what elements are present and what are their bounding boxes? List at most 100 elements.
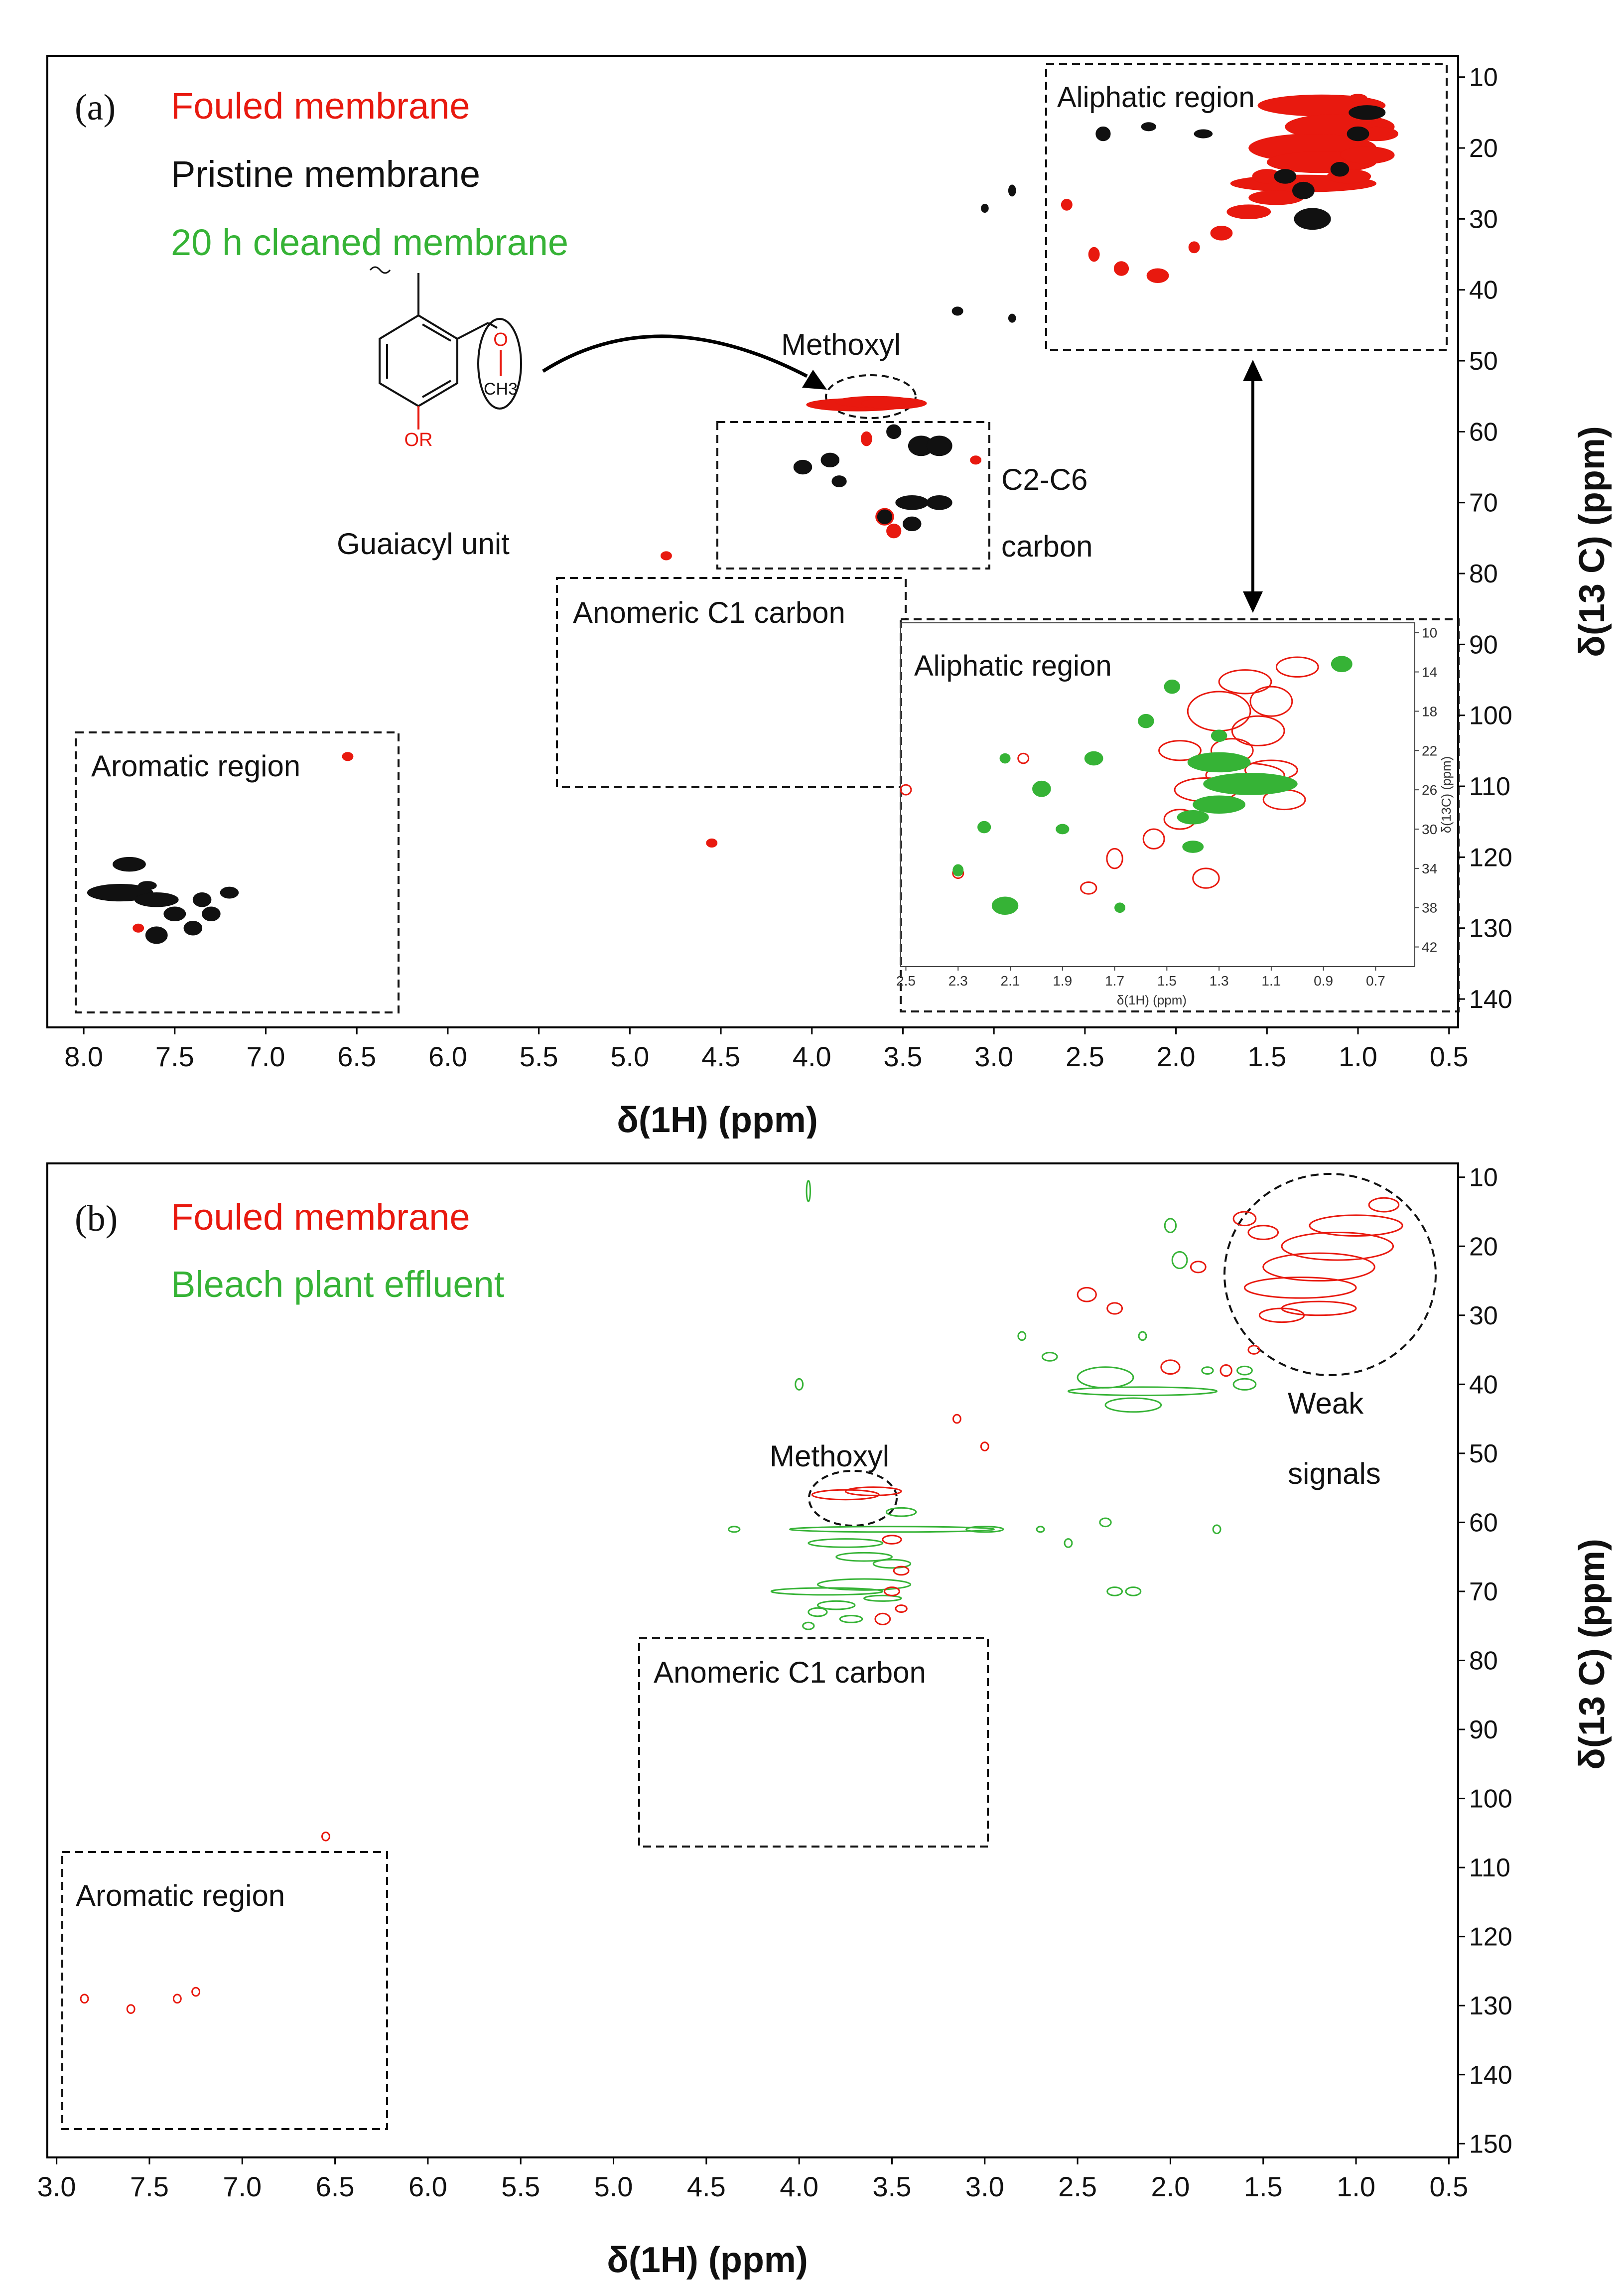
panel-b-y-tick-label: 10	[1469, 1163, 1498, 1192]
methoxyl-label-b: Methoxyl	[770, 1439, 889, 1473]
peak-a-pristine	[1294, 208, 1331, 230]
guaiacyl-methoxy-ellipse	[477, 318, 522, 410]
peak-a-pristine	[793, 459, 812, 475]
panel-b-x-tick-label: 3.0	[965, 2171, 1004, 2202]
methoxyl-label: Methoxyl	[781, 328, 901, 361]
panel-a-y-tick-label: 20	[1469, 134, 1498, 163]
panel-a-x-tick-label: 7.5	[155, 1041, 194, 1072]
peak-b-effluent	[1099, 1517, 1112, 1528]
panel-b-x-tick-label: 7.5	[130, 2171, 169, 2202]
panel-a-x-tick-label: 4.0	[793, 1041, 831, 1072]
c2-c6-label-line1: C2-C6	[1001, 463, 1087, 496]
peak-a-fouled	[342, 752, 354, 761]
panel-a-y-tick-label: 130	[1469, 914, 1512, 943]
panel-b-x-tick-label: 6.5	[316, 2171, 355, 2202]
struct-or-label: OR	[405, 429, 433, 450]
peak-inset-fouled	[1142, 828, 1165, 850]
peak-inset-fouled	[1231, 715, 1285, 746]
peak-a-pristine	[926, 495, 952, 510]
peak-b-fouled	[895, 1604, 908, 1613]
peak-a-pristine	[1008, 184, 1016, 197]
panel-b-x-axis-label: δ(1H) (ppm)	[607, 2240, 808, 2280]
guaiacyl-arrow-head	[802, 370, 827, 390]
panel-a-plot-frame	[46, 55, 1459, 1028]
panel-a-x-tick-label: 1.0	[1339, 1041, 1377, 1072]
peak-a-pristine	[981, 203, 989, 213]
peak-inset-cleaned	[1114, 902, 1126, 913]
peak-a-pristine	[134, 892, 179, 907]
peak-b-effluent	[1077, 1366, 1134, 1389]
guaiacyl-structure	[369, 266, 502, 429]
peak-b-effluent	[1164, 1218, 1177, 1234]
peak-a-pristine	[220, 886, 239, 899]
panel-b-x-tick-label: 0.5	[1429, 2171, 1468, 2202]
peak-a-fouled	[1210, 226, 1233, 241]
legend-b-effluent: Bleach plant effluent	[171, 1264, 505, 1305]
panel-b-y-tick-label: 40	[1469, 1370, 1498, 1399]
peak-b-fouled	[191, 1987, 201, 1997]
peak-a-pristine	[1194, 129, 1213, 139]
peak-b-fouled	[1262, 1252, 1375, 1282]
peak-b-fouled	[1281, 1232, 1394, 1261]
inset-y-tick-label: 14	[1422, 665, 1437, 680]
peak-b-fouled	[1232, 1211, 1257, 1227]
panel-a-y-tick-label: 100	[1469, 702, 1512, 730]
panel-b-figure: Methoxyl Weak signals Anomeric C1 carbon…	[0, 1139, 1624, 2283]
panel-b-y-tick-label: 30	[1469, 1301, 1498, 1330]
peak-a-pristine	[163, 906, 186, 921]
inset-y-tick-label: 22	[1422, 743, 1437, 758]
panel-a-y-tick-label: 40	[1469, 276, 1498, 305]
peak-inset-cleaned	[1084, 751, 1103, 766]
peak-a-pristine	[1347, 126, 1369, 142]
peak-inset-cleaned	[1331, 656, 1353, 673]
peak-a-pristine	[951, 306, 963, 316]
panel-a-x-tick-label: 0.5	[1430, 1041, 1469, 1072]
peak-b-fouled	[980, 1441, 989, 1451]
peak-b-effluent	[795, 1378, 804, 1391]
peak-b-fouled	[1309, 1214, 1403, 1237]
panel-b-x-tick-label: 3.5	[873, 2171, 912, 2202]
peak-b-effluent	[965, 1526, 1004, 1533]
peak-b-fouled	[1368, 1197, 1400, 1213]
inset-x-tick-label: 1.1	[1261, 973, 1281, 989]
inset-x-tick-label: 1.3	[1210, 973, 1229, 989]
peak-b-fouled	[882, 1535, 902, 1545]
weak-signals-ellipse	[1223, 1173, 1437, 1376]
inset-x-tick-label: 0.9	[1314, 973, 1333, 989]
peak-inset-cleaned	[1032, 780, 1051, 797]
aromatic-region-box-b	[61, 1851, 388, 2130]
panel-b-y-tick-label: 70	[1469, 1577, 1498, 1606]
panel-b-x-tick-label: 4.5	[687, 2171, 726, 2202]
panel-a-x-tick-label: 3.5	[884, 1041, 923, 1072]
peak-b-fouled	[172, 1994, 182, 2004]
peak-b-fouled	[1106, 1302, 1123, 1315]
panel-b-y-tick-label: 60	[1469, 1508, 1498, 1537]
peak-a-pristine	[1095, 126, 1111, 142]
guaiacyl-unit-label: Guaiacyl unit	[337, 527, 510, 561]
peak-inset-fouled	[900, 784, 912, 796]
peak-inset-cleaned	[1177, 810, 1209, 825]
panel-a-x-axis-label: δ(1H) (ppm)	[617, 1100, 818, 1139]
aliphatic-region-box	[1045, 63, 1448, 351]
peak-b-fouled	[1190, 1261, 1207, 1274]
panel-b-x-tick-label: 7.0	[223, 2171, 262, 2202]
peak-inset-fouled	[1106, 848, 1123, 869]
peak-b-fouled	[1077, 1286, 1097, 1302]
aliphatic-region-label: Aliphatic region	[1057, 81, 1255, 114]
peak-b-effluent	[839, 1614, 863, 1623]
panel-a-x-tick-label: 5.5	[520, 1041, 558, 1072]
weak-signals-label-line2: signals	[1288, 1457, 1381, 1490]
peak-a-fouled	[1226, 204, 1271, 219]
peak-inset-cleaned	[1211, 729, 1227, 742]
peak-a-fouled	[1088, 247, 1100, 262]
peak-a-pristine	[138, 881, 157, 890]
panel-a-y-tick-label: 110	[1469, 772, 1510, 801]
peak-a-pristine	[1008, 313, 1016, 323]
panel-a-y-tick-label: 30	[1469, 205, 1498, 234]
panel-b-x-tick-label: 5.5	[501, 2171, 540, 2202]
peak-inset-fouled	[1158, 740, 1202, 761]
peak-a-pristine	[926, 435, 952, 456]
panel-a-y-tick-label: 70	[1469, 489, 1498, 518]
anomeric-c1-box-b	[638, 1637, 989, 1848]
panel-a-y-axis-label: δ(13 C) (ppm)	[1572, 426, 1612, 657]
